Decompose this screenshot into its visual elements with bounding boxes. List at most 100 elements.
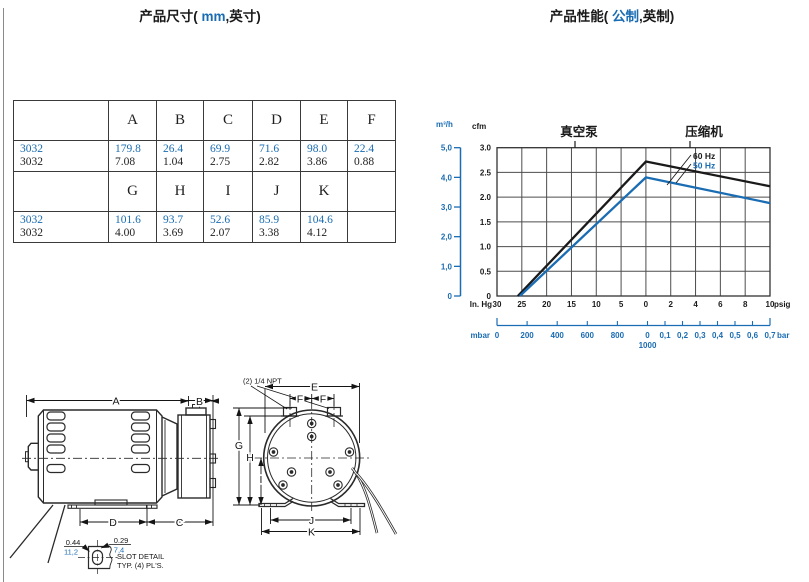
cfm-tick-label: 0 [487,292,492,301]
x-tick-label: 30 [493,300,502,309]
fan-shroud [161,416,178,497]
mbar-atm-label-top: 0 [645,331,650,340]
front-view-dimensions [233,383,361,535]
slot-height-in: 0.29 [114,536,129,545]
m3h-tick-label: 2,0 [441,233,453,242]
bar-tick-label: 0,6 [747,331,759,340]
table-cell: 3032 3032 [13,140,109,172]
table-cell [347,211,396,243]
slot-width-in: 0.44 [66,538,81,547]
m3h-tick-label: 1,0 [441,262,453,271]
m3h-tick-label: 3,0 [441,203,453,212]
mbar-atm-label-bottom: 1000 [639,341,657,350]
column-header: H [156,171,204,212]
base-plate [67,504,158,509]
dim-label-h: H [246,452,254,464]
m3h-axis-unit: m³/h [436,120,453,129]
x-tick-label: 15 [567,300,576,309]
table-cell: 85.9 3.38 [252,211,301,243]
bar-tick-label: 0,7 [764,331,776,340]
page-edge-line [3,8,4,582]
plot-border [496,147,771,297]
column-header [13,171,109,212]
table-row: 3032 3032 179.8 7.08 26.4 1.04 69.9 2.75 71.6 2.8… [13,140,396,172]
motor-body [37,409,163,504]
cfm-tick-label: 1.5 [480,218,492,227]
x-tick-label: 4 [693,300,698,309]
table-cell: 22.4 0.88 [347,140,396,172]
table-cell: 69.9 2.75 [203,140,253,172]
dim-label-i: I [260,474,263,486]
cfm-tick-label: 3.0 [480,144,492,153]
slot-detail [64,540,131,574]
performance-title-suffix: ,英制) [639,9,675,24]
dim-label-d: D [109,517,117,529]
table-cell: 71.6 2.82 [252,140,301,172]
mbar-axis-unit: mbar [470,331,490,340]
x-axis-unit-psig: psig [774,300,791,309]
bar-tick-label: 0,1 [659,331,671,340]
legend-60hz: 60 Hz [693,151,715,161]
cfm-tick-label: 1.0 [480,243,492,252]
dim-label-f2: F [320,394,326,406]
m3h-tick-label: 0 [448,292,453,301]
dim-label-k: K [308,527,315,539]
dim-label-f1: F [297,394,303,406]
dim-label-g: G [235,440,243,452]
cfm-tick-label: 2.5 [480,168,492,177]
table-cell: 26.4 1.04 [156,140,204,172]
pump-head-cap [185,407,207,416]
table-cell: 104.6 4.12 [300,211,348,243]
column-header: K [300,171,348,212]
column-header: C [203,100,253,141]
table-cell: 93.7 3.69 [156,211,204,243]
column-header: A [108,100,157,141]
slot-note-line1: SLOT DETAIL [117,552,164,561]
series-line-50hz [519,176,771,297]
mbar-tick-label: 400 [551,331,565,340]
table-cell: 179.8 7.08 [108,140,157,172]
dimensions-title-text: 产品尺寸( [139,9,198,24]
column-header: I [203,171,253,212]
series-line-60hz [517,160,771,297]
column-header: E [300,100,348,141]
mbar-tick-label: 0 [495,331,500,340]
table-cell: 52.6 2.07 [203,211,253,243]
vacuum-region-title: 真空泵 [560,124,598,139]
cfm-tick-label: 2.0 [480,193,492,202]
support-legs [9,504,66,564]
dim-label-b: B [196,396,203,408]
pump-head [177,414,211,499]
dimensions-title: 产品尺寸( mm,英寸) [0,5,400,25]
dim-label-c: C [176,517,184,529]
mbar-tick-label: 200 [520,331,534,340]
column-header: G [108,171,157,212]
bar-tick-label: 0,4 [712,331,724,340]
slot-height-mm: 7,4 [114,546,124,555]
x-tick-label: 6 [718,300,723,309]
bar-tick-label: 0,5 [729,331,741,340]
x-tick-label: 10 [766,300,775,309]
dim-label-j: J [309,515,314,527]
power-cables [350,467,398,535]
m3h-tick-label: 4,0 [441,173,453,182]
slot-width-mm: 11,2 [64,548,78,557]
column-header [347,171,396,212]
centerlines [253,400,372,512]
dim-label-a: A [112,396,119,408]
performance-title: 产品性能( 公制,英制) [432,5,792,25]
mbar-tick-label: 600 [581,331,595,340]
dimensions-title-unit: mm [197,9,226,24]
performance-title-text: 产品性能( [549,9,609,24]
x-tick-label: 20 [542,300,551,309]
cfm-axis-unit: cfm [472,122,486,131]
technical-drawings: A B D C [9,377,398,574]
x-tick-label: 0 [644,300,649,309]
bar-tick-label: 0,3 [694,331,706,340]
legend-50hz: 50 Hz [693,161,715,171]
x-tick-label: 2 [668,300,673,309]
table-row: 3032 3032 101.6 4.00 93.7 3.69 52.6 2.07 85.9 3.3… [13,211,396,243]
